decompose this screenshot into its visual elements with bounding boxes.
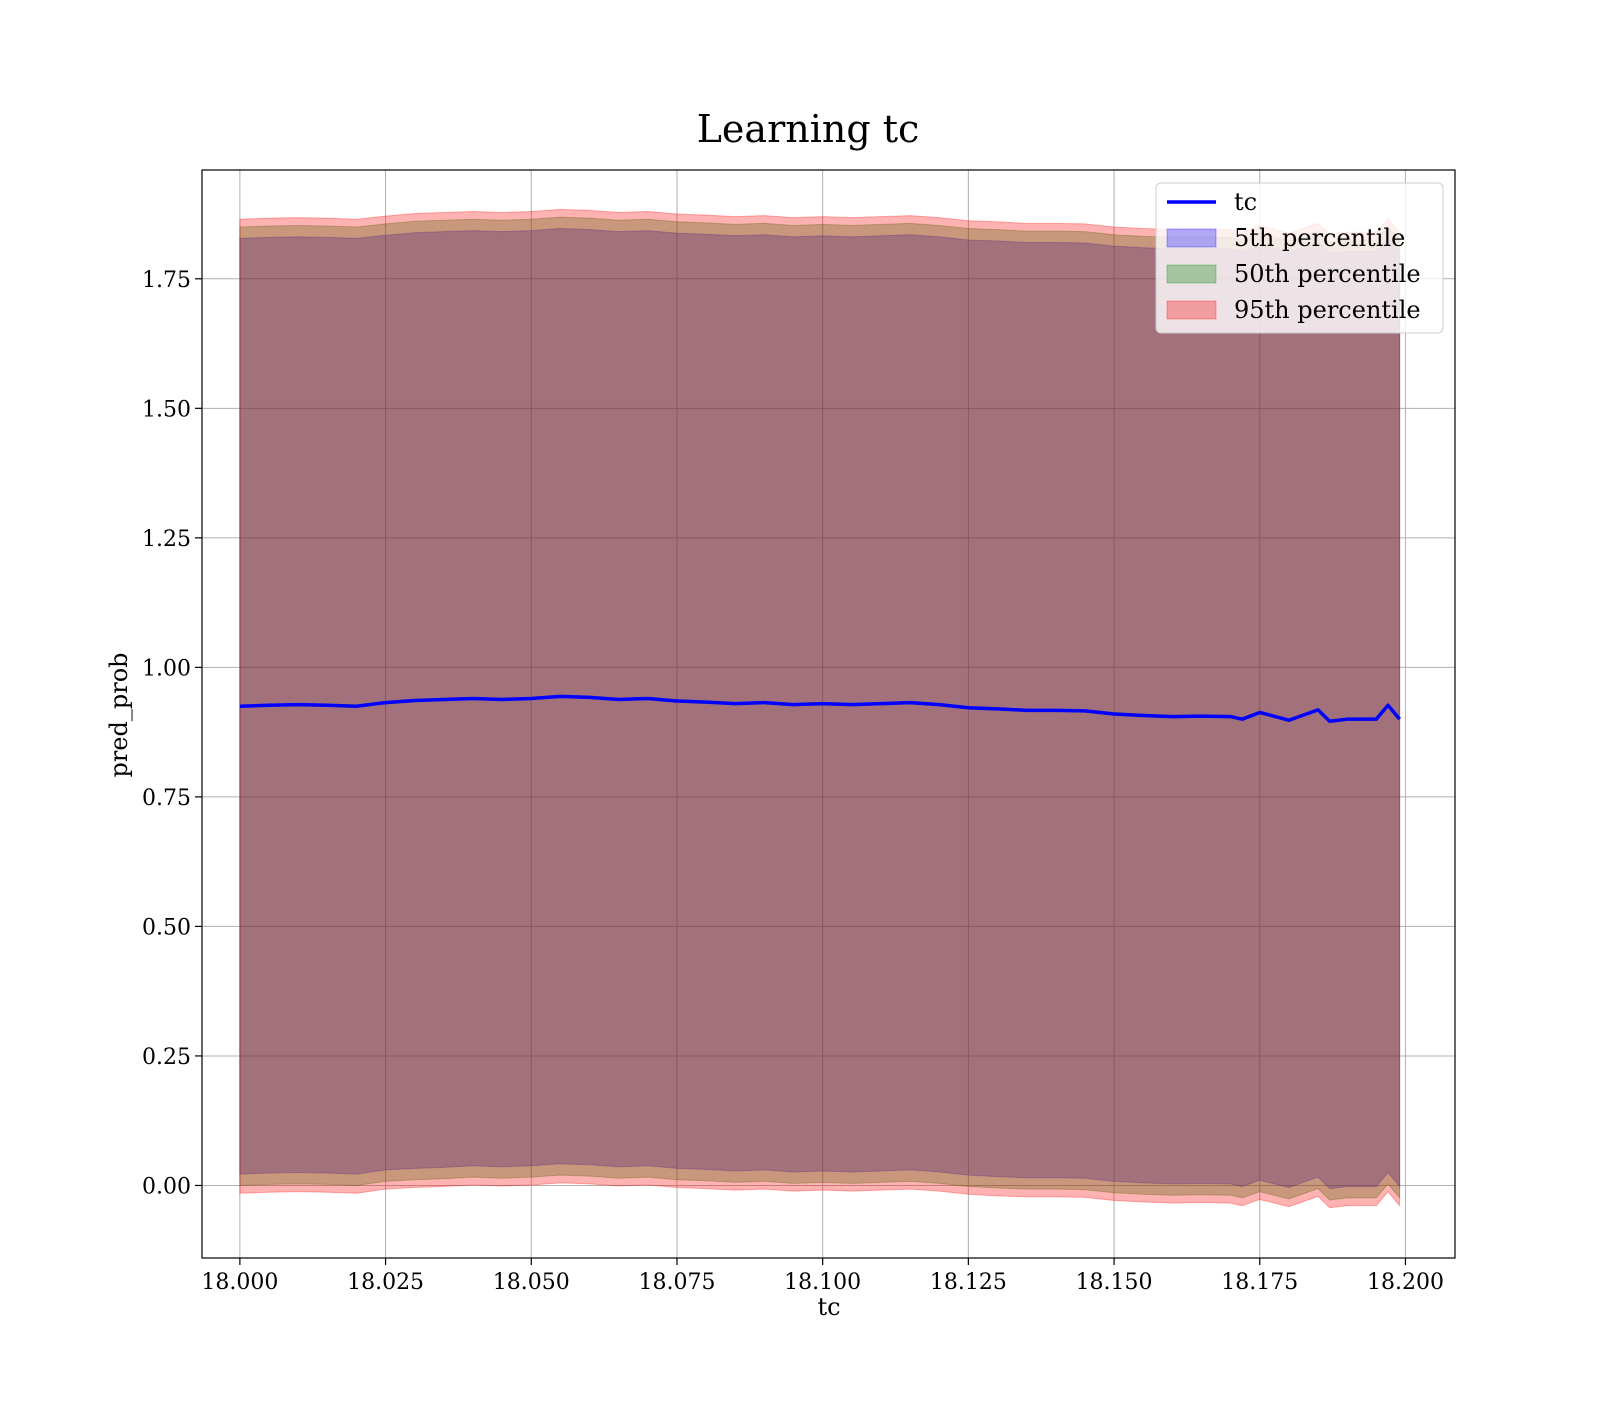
y-tick-label: 0.25 (142, 1045, 191, 1070)
y-tick-label: 0.00 (142, 1174, 191, 1199)
x-tick-label: 18.125 (930, 1270, 1007, 1295)
legend-label: 95th percentile (1234, 296, 1421, 324)
x-tick-label: 18.025 (347, 1270, 424, 1295)
legend-box (1155, 182, 1444, 334)
x-tick-label: 18.100 (784, 1270, 861, 1295)
x-tick-label: 18.000 (201, 1270, 278, 1295)
band-50th-percentile (239, 216, 1401, 1201)
x-tick-label: 18.175 (1221, 1270, 1298, 1295)
x-tick-label: 18.075 (638, 1270, 715, 1295)
y-tick-label: 1.00 (142, 656, 191, 681)
series-line-tc (239, 694, 1401, 723)
x-axis-label: tc (817, 1293, 840, 1321)
legend-swatch-patch (1166, 264, 1217, 284)
x-tick-label: 18.050 (493, 1270, 570, 1295)
legend: tc 5th percentile 50th percentile 95th perc… (1155, 182, 1444, 334)
y-tick-label: 0.75 (142, 786, 191, 811)
band-95th-percentile (239, 208, 1401, 1209)
y-tick-label: 1.25 (142, 527, 191, 552)
y-tick-label: 0.50 (142, 915, 191, 940)
y-tick-label: 1.50 (142, 397, 191, 422)
chart-title: Learning tc (697, 107, 920, 151)
x-tick-label: 18.150 (1076, 1270, 1153, 1295)
y-tick-label: 1.75 (142, 268, 191, 293)
line-layer (239, 694, 1401, 723)
legend-swatch-patch (1166, 300, 1217, 320)
legend-swatch-patch (1166, 228, 1217, 248)
band-layer (239, 208, 1401, 1209)
legend-label: 50th percentile (1234, 260, 1421, 288)
legend-label: tc (1234, 188, 1257, 216)
y-axis-label: pred_prob (105, 652, 133, 777)
x-tick-label: 18.200 (1367, 1270, 1444, 1295)
grid-layer (202, 170, 1455, 1258)
plot-frame (201, 169, 1456, 1259)
axis-layer: 18.000 18.025 18.050 18.075 18.100 18.125 18.1… (142, 169, 1456, 1295)
band-5th-percentile (239, 228, 1401, 1190)
legend-label: 5th percentile (1234, 224, 1405, 252)
